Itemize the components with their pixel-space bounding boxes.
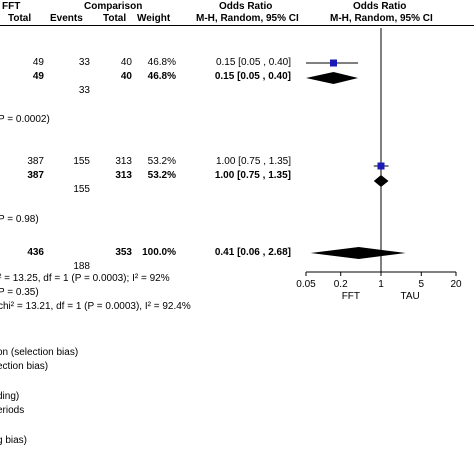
risk-of-bias-item: ding) [0, 391, 20, 402]
odds-ratio-ci-cell: 1.00 [0.75 , 1.35] [214, 170, 291, 181]
total-2-cell: 353 [115, 247, 132, 258]
subgroup-difference-note: chi² = 13.21, df = 1 (P = 0.0003), I² = … [0, 301, 191, 312]
x-axis-tick-label: 5 [419, 279, 425, 290]
pooled-diamond [306, 72, 359, 84]
risk-of-bias-item: eriods [0, 405, 25, 416]
total-1-cell: 49 [32, 71, 44, 82]
odds-ratio-ci-cell: 1.00 [0.75 , 1.35] [215, 156, 291, 167]
events-2-cell: 33 [78, 57, 90, 68]
events-2-cell: 188 [73, 261, 90, 272]
study-square [330, 59, 338, 67]
weight-cell: 53.2% [147, 170, 176, 181]
overall-effect-note: P = 0.35) [0, 287, 39, 298]
weight-cell: 53.2% [147, 156, 176, 167]
total-2-cell: 40 [120, 71, 132, 82]
pooled-diamond [373, 175, 389, 187]
total-1-cell: 49 [32, 57, 44, 68]
risk-of-bias-item: g bias) [0, 435, 28, 446]
test-overall-effect-2: P = 0.98) [0, 214, 39, 225]
total-2-cell: 40 [120, 57, 132, 68]
odds-ratio-ci-cell: 0.15 [0.05 , 0.40] [215, 57, 291, 68]
weight-cell: 100.0% [142, 247, 176, 258]
events-2-cell: 33 [78, 85, 90, 96]
weight-cell: 46.8% [147, 57, 176, 68]
events-2-cell: 155 [73, 156, 90, 167]
x-axis-tick-label: 0.2 [334, 279, 348, 290]
method-column-header: M-H, Random, 95% CI [196, 13, 299, 24]
odds-ratio-ci-cell: 0.15 [0.05 , 0.40] [214, 71, 291, 82]
x-axis-tick-label: 1 [378, 279, 384, 290]
odds-ratio-column-header: Odds Ratio [219, 1, 273, 12]
total-2-cell: 313 [115, 170, 132, 181]
x-axis-tick-label: 0.05 [296, 279, 316, 290]
risk-of-bias-item: ection bias) [0, 361, 49, 372]
total-1-cell: 387 [27, 156, 44, 167]
total-1-cell: 387 [27, 170, 44, 181]
favours-left-label: FFT [342, 291, 360, 302]
total-2-cell: 313 [115, 156, 132, 167]
x-axis-tick-label: 20 [450, 279, 462, 290]
total-1-cell: 436 [27, 247, 44, 258]
test-overall-effect-1: P = 0.0002) [0, 114, 50, 125]
comparison-group-header: Comparison [84, 1, 143, 12]
weight-column-header: Weight [137, 13, 171, 24]
events-column-header: Events [50, 13, 83, 24]
odds-ratio-ci-cell: 0.41 [0.06 , 2.68] [214, 247, 291, 258]
weight-cell: 46.8% [147, 71, 176, 82]
risk-of-bias-item: on (selection bias) [0, 347, 79, 358]
pooled-diamond [310, 247, 406, 259]
total-column-header-1: Total [8, 13, 32, 24]
study-square [377, 162, 385, 170]
total-column-header-2: Total [103, 13, 127, 24]
method-plot-header: M-H, Random, 95% CI [330, 13, 433, 24]
odds-ratio-plot-header: Odds Ratio [353, 1, 407, 12]
heterogeneity-note: ² = 13.25, df = 1 (P = 0.0003); I² = 92% [0, 273, 170, 284]
fft-group-header: FFT [2, 1, 21, 12]
favours-right-label: TAU [400, 291, 419, 302]
events-2-cell: 155 [73, 184, 90, 195]
